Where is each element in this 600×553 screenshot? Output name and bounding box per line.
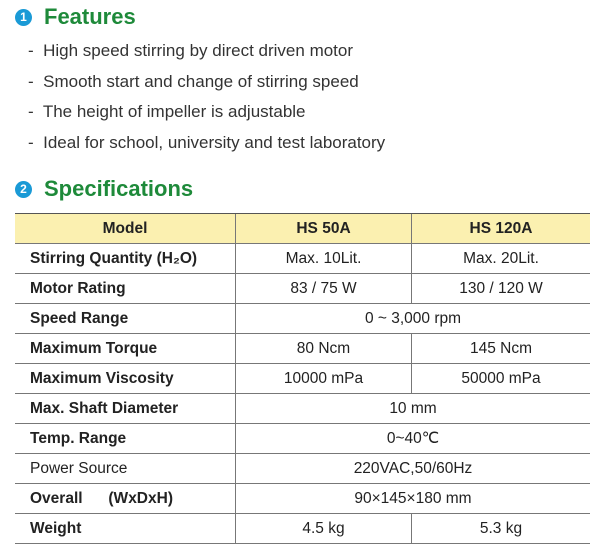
row-value: 10 mm bbox=[235, 393, 590, 424]
row-label: Stirring Quantity (H₂O) bbox=[15, 243, 236, 274]
feature-text: High speed stirring by direct driven mot… bbox=[43, 41, 354, 60]
table-row: Stirring Quantity (H₂O) Max. 10Lit. Max. 2… bbox=[15, 243, 590, 274]
row-label: Speed Range bbox=[15, 303, 236, 334]
row-value: 220VAC,50/60Hz bbox=[235, 453, 590, 484]
table-row: Maximum Viscosity 10000 mPa 50000 mPa bbox=[15, 363, 590, 394]
header-cell: Model bbox=[15, 213, 236, 244]
row-label: Max. Shaft Diameter bbox=[15, 393, 236, 424]
table-row: Max. Shaft Diameter 10 mm bbox=[15, 393, 590, 424]
row-label: Weight bbox=[15, 513, 236, 544]
row-label: Motor Rating bbox=[15, 273, 236, 304]
row-value: 0 ~ 3,000 rpm bbox=[235, 303, 590, 334]
row-label: Maximum Viscosity bbox=[15, 363, 236, 394]
row-value: 5.3 kg bbox=[411, 513, 590, 544]
row-value: 80 Ncm bbox=[235, 333, 412, 364]
features-title: Features bbox=[44, 4, 136, 29]
feature-item: - Ideal for school, university and test … bbox=[28, 132, 386, 152]
features-heading: 1 Features bbox=[15, 4, 136, 30]
feature-item: - High speed stirring by direct driven m… bbox=[28, 41, 354, 60]
feature-text: Ideal for school, university and test la… bbox=[43, 132, 386, 152]
header-cell: HS 120A bbox=[411, 213, 590, 244]
row-value: 4.5 kg bbox=[235, 513, 412, 544]
feature-text: Smooth start and change of stirring spee… bbox=[43, 71, 359, 91]
row-value: Max. 10Lit. bbox=[235, 243, 412, 274]
row-value: 50000 mPa bbox=[411, 363, 590, 394]
table-row: Speed Range 0 ~ 3,000 rpm bbox=[15, 303, 590, 334]
table-row: Maximum Torque 80 Ncm 145 Ncm bbox=[15, 333, 590, 364]
feature-item: - The height of impeller is adjustable bbox=[28, 102, 306, 121]
row-value: 83 / 75 W bbox=[235, 273, 412, 304]
header-cell: HS 50A bbox=[235, 213, 412, 244]
specifications-table: Model HS 50A HS 120A Stirring Quantity (… bbox=[15, 213, 590, 544]
row-label: Overall (WxDxH) bbox=[15, 483, 236, 514]
table-row: Overall (WxDxH) 90×145×180 mm bbox=[15, 483, 590, 514]
row-label: Power Source bbox=[15, 453, 236, 484]
table-row: Weight 4.5 kg 5.3 kg bbox=[15, 513, 590, 544]
row-value: 90×145×180 mm bbox=[235, 483, 590, 514]
table-row: Temp. Range 0~40℃ bbox=[15, 423, 590, 454]
table-row: Power Source 220VAC,50/60Hz bbox=[15, 453, 590, 484]
row-value: Max. 20Lit. bbox=[411, 243, 590, 274]
feature-item: - Smooth start and change of stirring sp… bbox=[28, 71, 359, 91]
specifications-title: Specifications bbox=[44, 176, 194, 201]
row-label: Temp. Range bbox=[15, 423, 236, 454]
feature-text: The height of impeller is adjustable bbox=[42, 102, 306, 121]
row-value: 145 Ncm bbox=[411, 333, 590, 364]
table-header-row: Model HS 50A HS 120A bbox=[15, 213, 590, 244]
row-label: Maximum Torque bbox=[15, 333, 236, 364]
specifications-heading: 2 Specifications bbox=[15, 176, 193, 202]
number-badge-icon: 2 bbox=[15, 180, 32, 198]
row-value: 10000 mPa bbox=[235, 363, 412, 394]
number-badge-icon: 1 bbox=[15, 8, 32, 26]
table-row: Motor Rating 83 / 75 W 130 / 120 W bbox=[15, 273, 590, 304]
features-list: - High speed stirring by direct driven m… bbox=[28, 36, 385, 158]
row-value: 0~40℃ bbox=[235, 423, 590, 454]
row-value: 130 / 120 W bbox=[411, 273, 590, 304]
